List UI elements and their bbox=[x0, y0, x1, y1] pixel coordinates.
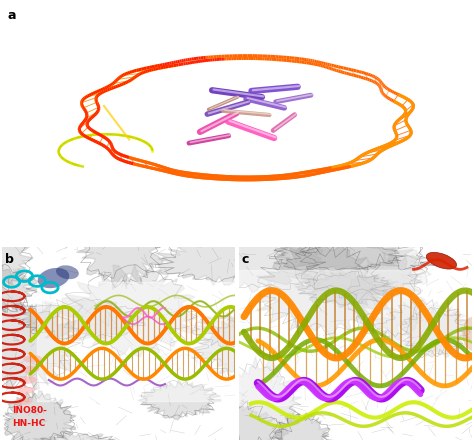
Polygon shape bbox=[295, 271, 401, 307]
Ellipse shape bbox=[16, 387, 35, 394]
Polygon shape bbox=[4, 390, 76, 442]
Ellipse shape bbox=[18, 377, 37, 384]
Polygon shape bbox=[37, 282, 246, 401]
Polygon shape bbox=[401, 307, 470, 357]
Polygon shape bbox=[27, 431, 124, 442]
Polygon shape bbox=[178, 398, 283, 442]
Text: HN-HC: HN-HC bbox=[12, 419, 45, 428]
Polygon shape bbox=[62, 264, 197, 357]
Polygon shape bbox=[187, 312, 314, 379]
Ellipse shape bbox=[56, 265, 79, 279]
Polygon shape bbox=[176, 232, 326, 293]
Polygon shape bbox=[138, 380, 221, 420]
Ellipse shape bbox=[426, 252, 456, 269]
Text: a: a bbox=[7, 9, 16, 23]
Polygon shape bbox=[347, 252, 426, 344]
Polygon shape bbox=[273, 412, 330, 442]
Polygon shape bbox=[210, 356, 302, 442]
Polygon shape bbox=[252, 244, 391, 340]
Polygon shape bbox=[294, 209, 432, 307]
Text: INO80-: INO80- bbox=[12, 406, 46, 415]
Polygon shape bbox=[155, 237, 290, 286]
Polygon shape bbox=[0, 225, 33, 295]
Ellipse shape bbox=[21, 366, 39, 373]
Ellipse shape bbox=[38, 268, 69, 288]
Polygon shape bbox=[76, 204, 164, 290]
Polygon shape bbox=[374, 300, 471, 356]
Polygon shape bbox=[191, 312, 261, 347]
Ellipse shape bbox=[14, 397, 33, 405]
Polygon shape bbox=[239, 271, 472, 405]
Ellipse shape bbox=[23, 355, 42, 362]
Text: b: b bbox=[5, 253, 14, 266]
Text: c: c bbox=[242, 253, 249, 266]
Ellipse shape bbox=[462, 316, 474, 351]
Polygon shape bbox=[280, 231, 436, 297]
Polygon shape bbox=[0, 264, 39, 313]
Polygon shape bbox=[21, 298, 151, 338]
Polygon shape bbox=[273, 240, 407, 272]
Polygon shape bbox=[0, 300, 77, 389]
